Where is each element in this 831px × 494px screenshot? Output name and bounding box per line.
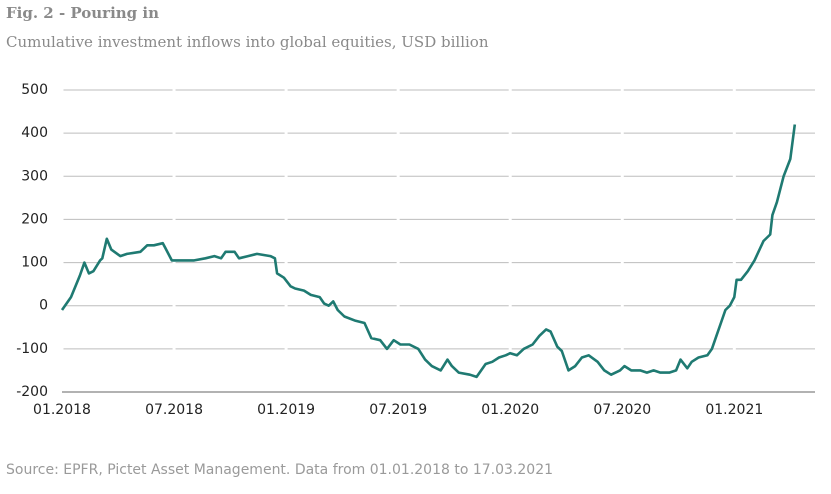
chart-subtitle: Cumulative investment inflows into globa… [6,33,489,51]
y-tick-label: 0 [39,298,48,314]
x-tick-label: 07.2019 [369,402,427,418]
y-tick-label: 100 [21,255,48,271]
x-tick-label: 01.2020 [481,402,539,418]
x-tick-label: 01.2019 [257,402,315,418]
y-tick-label: -100 [16,341,48,357]
x-tick-label: 01.2018 [33,402,91,418]
x-tick-label: 01.2021 [705,402,763,418]
y-tick-label: 500 [21,82,48,98]
y-tick-label: 300 [21,168,48,184]
y-tick-label: 400 [21,125,48,141]
chart-title: Fig. 2 - Pouring in [6,4,159,22]
x-tick-label: 07.2020 [593,402,651,418]
y-tick-label: -200 [16,384,48,400]
x-tick-label: 07.2018 [145,402,203,418]
data-line [60,124,797,379]
y-tick-label: 200 [21,211,48,227]
source: Source: EPFR, Pictet Asset Management. D… [6,462,553,478]
